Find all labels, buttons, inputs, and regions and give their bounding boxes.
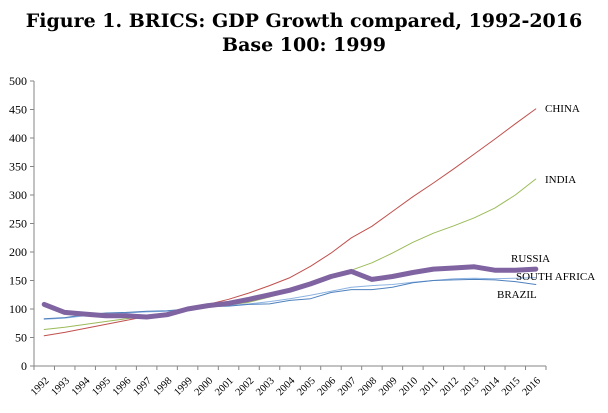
chart-subtitle: Base 100: 1999 <box>222 34 386 56</box>
x-tick-label: 2004 <box>275 375 298 398</box>
chart-title: Figure 1. BRICS: GDP Growth compared, 19… <box>25 10 583 32</box>
x-tick-label: 1996 <box>111 376 134 399</box>
series-lines <box>41 108 539 337</box>
series-labels: CHINA INDIA RUSSIA SOUTH AFRICA BRAZIL <box>497 103 595 301</box>
x-tick-label: 2014 <box>479 375 502 398</box>
y-tick-label: 400 <box>9 131 27 145</box>
x-tick-label: 2013 <box>459 376 482 399</box>
series-label-china: CHINA <box>545 103 580 115</box>
series-line-china <box>43 108 537 337</box>
series-label-south-africa: SOUTH AFRICA <box>516 271 595 283</box>
y-tick-label: 450 <box>9 103 27 117</box>
x-tick-label: 2016 <box>520 376 543 399</box>
x-tick-label: 2009 <box>377 376 400 399</box>
axes: 0501001502002503003504004505001992199319… <box>9 74 547 399</box>
x-tick-label: 2000 <box>193 376 216 399</box>
x-tick-label: 2002 <box>234 376 257 399</box>
x-tick-label: 2008 <box>357 376 380 399</box>
y-tick-label: 300 <box>9 188 27 202</box>
x-tick-label: 2006 <box>316 376 339 399</box>
x-tick-label: 2005 <box>295 376 318 399</box>
x-tick-label: 1993 <box>49 376 72 399</box>
y-tick-label: 500 <box>9 74 27 88</box>
y-tick-label: 50 <box>15 331 27 345</box>
x-tick-label: 1998 <box>152 376 175 399</box>
x-tick-label: 2015 <box>500 376 523 399</box>
series-label-russia: RUSSIA <box>511 253 550 265</box>
y-tick-label: 200 <box>9 245 27 259</box>
x-tick-label: 2010 <box>398 376 421 399</box>
x-tick-label: 1995 <box>90 376 113 399</box>
x-tick-label: 1999 <box>172 376 195 399</box>
x-tick-label: 2003 <box>254 376 277 399</box>
x-tick-label: 1992 <box>29 376 52 399</box>
y-tick-label: 0 <box>21 359 27 373</box>
x-tick-label: 1997 <box>131 376 154 399</box>
x-tick-label: 2012 <box>439 376 462 399</box>
y-tick-label: 250 <box>9 217 27 231</box>
y-tick-label: 150 <box>9 274 27 288</box>
series-label-brazil: BRAZIL <box>497 289 537 301</box>
series-line-south-africa <box>43 277 537 320</box>
x-tick-label: 1994 <box>70 375 93 398</box>
series-line-brazil <box>43 278 537 320</box>
y-tick-label: 100 <box>9 302 27 316</box>
x-tick-label: 2011 <box>418 376 440 398</box>
series-line-india <box>43 178 537 330</box>
x-tick-label: 2007 <box>336 376 359 399</box>
y-tick-label: 350 <box>9 160 27 174</box>
x-tick-label: 2001 <box>213 376 236 399</box>
series-line-russia <box>41 264 539 320</box>
series-label-india: INDIA <box>545 174 576 186</box>
